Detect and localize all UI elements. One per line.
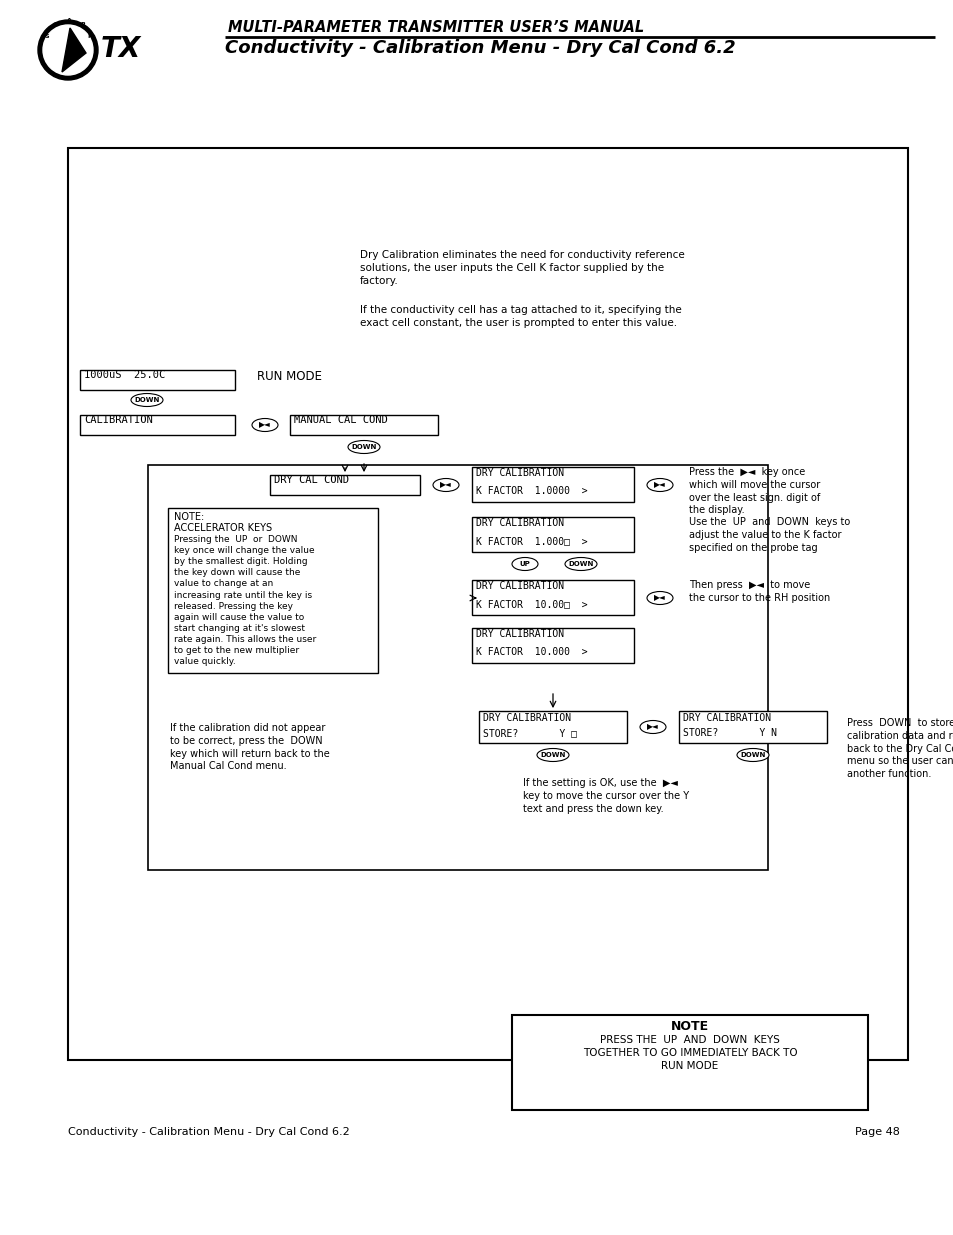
Text: RUN MODE: RUN MODE bbox=[256, 370, 322, 383]
Text: Pressing the  UP  or  DOWN
key once will change the value
by the smallest digit.: Pressing the UP or DOWN key once will ch… bbox=[173, 535, 315, 666]
Text: DOWN: DOWN bbox=[740, 752, 765, 758]
Text: DRY CALIBRATION: DRY CALIBRATION bbox=[476, 629, 563, 638]
Circle shape bbox=[38, 20, 98, 80]
Text: PRESS THE  UP  AND  DOWN  KEYS
TOGETHER TO GO IMMEDIATELY BACK TO
RUN MODE: PRESS THE UP AND DOWN KEYS TOGETHER TO G… bbox=[582, 1035, 797, 1072]
Text: STORE?       Y N: STORE? Y N bbox=[682, 727, 776, 739]
Bar bbox=[168, 508, 377, 673]
Bar bbox=[80, 370, 234, 390]
Text: If the setting is OK, use the  ▶◄
key to move the cursor over the Y
text and pre: If the setting is OK, use the ▶◄ key to … bbox=[522, 778, 688, 814]
Text: DOWN: DOWN bbox=[539, 752, 565, 758]
Text: DRY CALIBRATION: DRY CALIBRATION bbox=[682, 713, 770, 722]
Text: Conductivity - Calibration Menu - Dry Cal Cond 6.2: Conductivity - Calibration Menu - Dry Ca… bbox=[68, 1128, 350, 1137]
Bar bbox=[68, 148, 907, 1060]
Ellipse shape bbox=[433, 478, 458, 492]
Bar bbox=[478, 711, 626, 743]
Text: ▶◄: ▶◄ bbox=[259, 420, 271, 430]
Text: R: R bbox=[80, 21, 86, 26]
Text: A: A bbox=[67, 17, 71, 22]
Ellipse shape bbox=[252, 419, 277, 431]
Bar bbox=[472, 517, 634, 552]
Bar bbox=[148, 466, 767, 869]
Text: TX: TX bbox=[101, 35, 141, 63]
Text: Press  DOWN  to store the
calibration data and return
back to the Dry Cal Cond
m: Press DOWN to store the calibration data… bbox=[846, 718, 953, 779]
Text: Use the  UP  and  DOWN  keys to
adjust the value to the K factor
specified on th: Use the UP and DOWN keys to adjust the v… bbox=[688, 517, 849, 552]
Ellipse shape bbox=[737, 748, 768, 762]
Ellipse shape bbox=[639, 720, 665, 734]
Text: CALIBRATION: CALIBRATION bbox=[84, 415, 152, 425]
Circle shape bbox=[43, 25, 92, 75]
Ellipse shape bbox=[646, 592, 672, 604]
Ellipse shape bbox=[646, 478, 672, 492]
Text: K: K bbox=[88, 35, 92, 40]
Text: Conductivity - Calibration Menu - Dry Cal Cond 6.2: Conductivity - Calibration Menu - Dry Ca… bbox=[225, 40, 735, 57]
Text: K FACTOR  10.000  >: K FACTOR 10.000 > bbox=[476, 647, 587, 657]
Ellipse shape bbox=[131, 394, 163, 406]
Text: DRY CALIBRATION: DRY CALIBRATION bbox=[476, 517, 563, 529]
Text: DOWN: DOWN bbox=[568, 561, 593, 567]
Text: ▶◄: ▶◄ bbox=[654, 480, 665, 489]
Bar bbox=[679, 711, 826, 743]
Text: DRY CAL COND: DRY CAL COND bbox=[274, 475, 349, 485]
Bar bbox=[512, 1015, 867, 1110]
Text: NOTE: NOTE bbox=[670, 1020, 708, 1032]
Text: Page 48: Page 48 bbox=[854, 1128, 899, 1137]
Text: MULTI-PARAMETER TRANSMITTER USER’S MANUAL: MULTI-PARAMETER TRANSMITTER USER’S MANUA… bbox=[228, 20, 643, 35]
Bar bbox=[80, 415, 234, 435]
Text: Dry Calibration eliminates the need for conductivity reference
solutions, the us: Dry Calibration eliminates the need for … bbox=[359, 249, 684, 287]
Text: Press the  ▶◄  key once
which will move the cursor
over the least sign. digit of: Press the ▶◄ key once which will move th… bbox=[688, 467, 820, 515]
Text: MANUAL CAL COND: MANUAL CAL COND bbox=[294, 415, 387, 425]
Bar bbox=[472, 467, 634, 501]
Ellipse shape bbox=[348, 441, 379, 453]
Bar bbox=[270, 475, 419, 495]
Ellipse shape bbox=[512, 557, 537, 571]
Text: If the calibration did not appear
to be correct, press the  DOWN
key which will : If the calibration did not appear to be … bbox=[170, 722, 330, 772]
Bar bbox=[472, 629, 634, 663]
Text: DRY CALIBRATION: DRY CALIBRATION bbox=[476, 468, 563, 478]
Ellipse shape bbox=[537, 748, 568, 762]
Text: ACCELERATOR KEYS: ACCELERATOR KEYS bbox=[173, 522, 272, 534]
Text: 1000uS  25.0C: 1000uS 25.0C bbox=[84, 370, 165, 380]
Text: K FACTOR  10.00□  >: K FACTOR 10.00□ > bbox=[476, 599, 587, 609]
Bar bbox=[290, 415, 437, 435]
Text: H: H bbox=[53, 21, 58, 26]
Ellipse shape bbox=[564, 557, 597, 571]
Text: DRY CALIBRATION: DRY CALIBRATION bbox=[476, 580, 563, 592]
Text: DOWN: DOWN bbox=[134, 396, 159, 403]
Text: ▶◄: ▶◄ bbox=[646, 722, 659, 731]
Text: S: S bbox=[45, 35, 50, 40]
Text: ▶◄: ▶◄ bbox=[654, 594, 665, 603]
Text: STORE?       Y □: STORE? Y □ bbox=[482, 727, 577, 739]
Text: K FACTOR  1.000□  >: K FACTOR 1.000□ > bbox=[476, 536, 587, 546]
Polygon shape bbox=[62, 28, 86, 72]
Text: NOTE:: NOTE: bbox=[173, 513, 204, 522]
Text: Then press  ▶◄  to move
the cursor to the RH position: Then press ▶◄ to move the cursor to the … bbox=[688, 580, 829, 603]
Text: UP: UP bbox=[519, 561, 530, 567]
Text: K FACTOR  1.0000  >: K FACTOR 1.0000 > bbox=[476, 487, 587, 496]
Bar bbox=[472, 580, 634, 615]
Text: If the conductivity cell has a tag attached to it, specifying the
exact cell con: If the conductivity cell has a tag attac… bbox=[359, 305, 681, 329]
Text: DOWN: DOWN bbox=[351, 445, 376, 450]
Text: DRY CALIBRATION: DRY CALIBRATION bbox=[482, 713, 571, 722]
Text: ▶◄: ▶◄ bbox=[439, 480, 452, 489]
